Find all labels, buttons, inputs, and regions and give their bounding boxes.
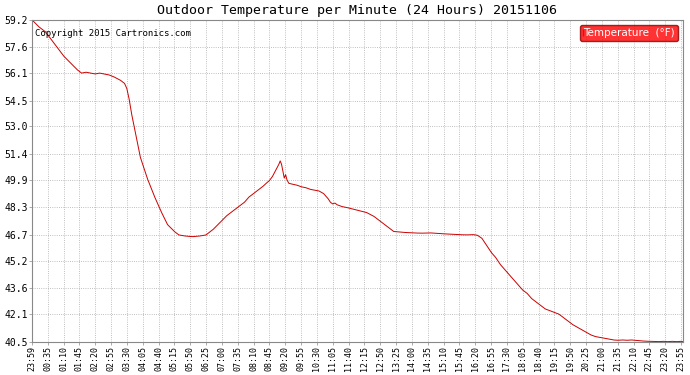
Text: Copyright 2015 Cartronics.com: Copyright 2015 Cartronics.com [35,29,191,38]
Legend: Temperature  (°F): Temperature (°F) [580,25,678,41]
Title: Outdoor Temperature per Minute (24 Hours) 20151106: Outdoor Temperature per Minute (24 Hours… [157,4,558,17]
